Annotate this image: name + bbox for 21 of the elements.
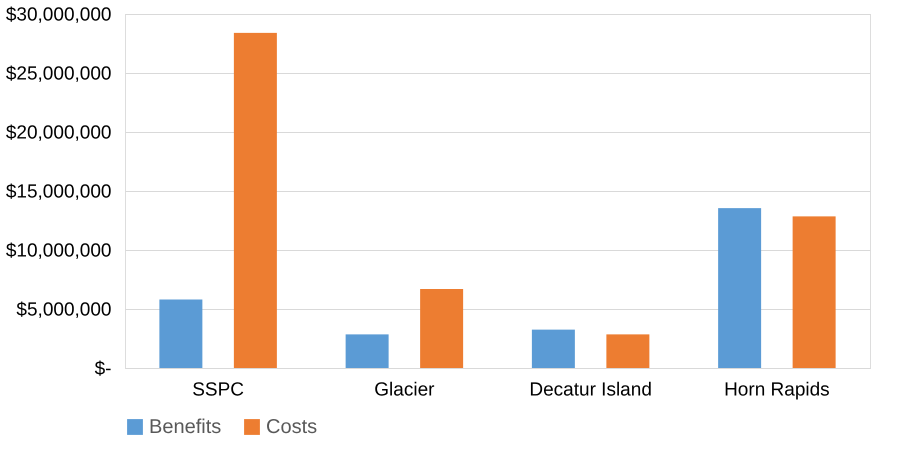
bar: [234, 32, 277, 368]
x-tick-label: Glacier: [374, 380, 436, 400]
bar: [159, 300, 202, 368]
x-tick-label: Decatur Island: [529, 380, 652, 400]
bar: [718, 208, 762, 368]
legend-label: Benefits: [149, 416, 222, 438]
y-tick-label: $15,000,000: [6, 182, 112, 202]
x-tick-label: Horn Rapids: [724, 380, 830, 400]
y-tick-label: $20,000,000: [6, 122, 112, 144]
y-tick-label: $10,000,000: [6, 240, 112, 262]
bar: [606, 334, 650, 368]
y-tick-label: $5,000,000: [16, 300, 112, 320]
y-tick-label: $30,000,000: [6, 4, 112, 26]
bar: [420, 288, 464, 368]
bar: [532, 330, 575, 368]
bar: [792, 216, 836, 368]
bar: [346, 334, 389, 368]
y-tick-label: $25,000,000: [6, 64, 112, 84]
x-tick-label: SSPC: [192, 380, 244, 400]
legend-label: Costs: [266, 416, 318, 438]
y-tick-label: $-: [94, 358, 112, 380]
